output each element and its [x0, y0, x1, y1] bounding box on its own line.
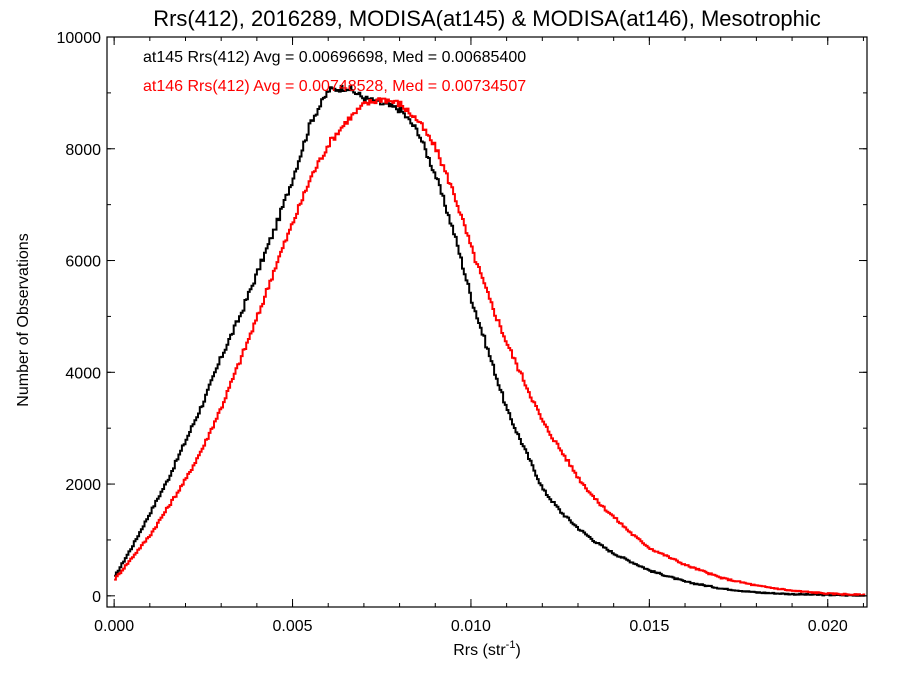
y-tick-label: 10000: [57, 30, 102, 47]
x-tick-label: 0.020: [808, 618, 848, 635]
plot-frame: [106, 36, 868, 608]
series-line-at145: [114, 84, 866, 597]
y-tick-label: 6000: [65, 254, 101, 271]
ticks-layer: 0.000 0.005 0.010 0.015 0.020 0 2000 4000 6000 80…: [57, 30, 867, 635]
series-layer: [114, 84, 866, 597]
x-axis-label-close: ): [515, 642, 520, 659]
x-tick-label: 0.000: [94, 618, 134, 635]
y-axis-label: Number of Observations: [15, 233, 32, 406]
y-tick-label: 8000: [65, 142, 101, 159]
y-tick-label: 2000: [65, 477, 101, 494]
x-axis-label-main: Rrs (str: [453, 642, 506, 659]
y-axis-label-group: Number of Observations: [15, 233, 32, 406]
chart-title: Rrs(412), 2016289, MODISA(at145) & MODIS…: [153, 6, 821, 31]
x-axis-label-superscript: -1: [506, 639, 516, 651]
y-tick-label: 4000: [65, 365, 101, 382]
legend-entry-at145: at145 Rrs(412) Avg = 0.00696698, Med = 0…: [143, 49, 526, 66]
x-tick-label: 0.005: [273, 618, 313, 635]
y-tick-label: 0: [92, 589, 101, 606]
series-line-at146: [114, 97, 866, 597]
x-tick-label: 0.015: [629, 618, 669, 635]
x-axis-label: Rrs (str-1): [453, 639, 521, 659]
legend-entry-at146: at146 Rrs(412) Avg = 0.00748528, Med = 0…: [143, 78, 526, 95]
x-tick-label: 0.010: [451, 618, 491, 635]
